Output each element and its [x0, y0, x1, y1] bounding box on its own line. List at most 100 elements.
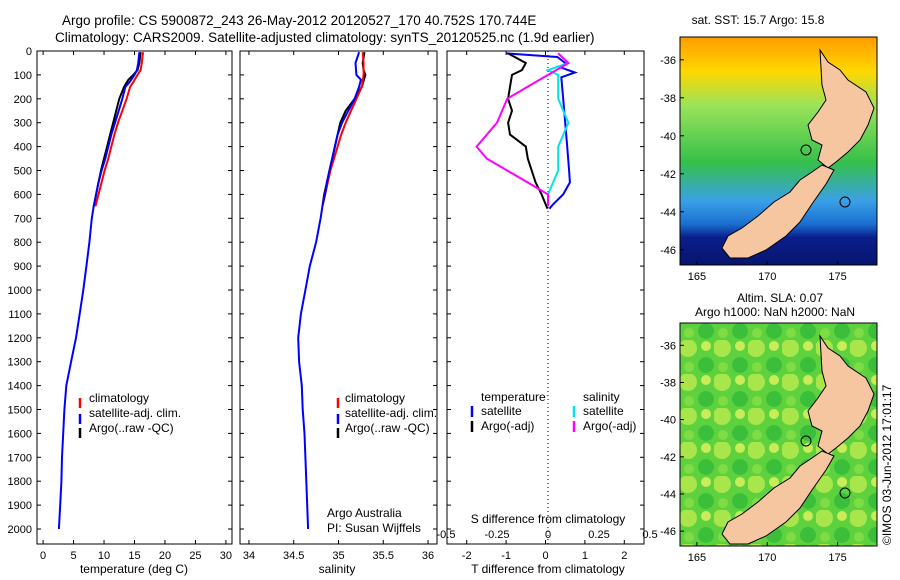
depth-tick-label: 0	[26, 46, 32, 58]
temperature-panel: 0100200300400500600700800900100011001200…	[8, 46, 233, 576]
legend-salinity-title: salinity	[583, 390, 620, 404]
lat-tick-label: -44	[660, 207, 676, 219]
t-difference-xlabel: T difference from climatology	[471, 562, 625, 576]
depth-tick-label: 1200	[8, 333, 32, 345]
depth-tick-label: 1700	[8, 452, 32, 464]
x-tick-label: 36	[422, 550, 434, 562]
sst-map-frame	[679, 36, 878, 266]
lat-tick-label: -36	[660, 340, 676, 352]
depth-tick-label: 100	[14, 70, 32, 82]
sla-map: Altim. SLA: 0.07 Argo h1000: NaN h2000: …	[660, 291, 878, 564]
lon-tick-label: 170	[758, 271, 776, 283]
series-line-satellite-adj-clim-	[297, 51, 363, 530]
south-island-landmass	[721, 450, 835, 545]
sst-map-ticks: 165 170 175 -36 -38 -40 -42 -44 -46	[660, 55, 847, 283]
depth-tick-label: 900	[14, 261, 32, 273]
s-diff-tick-label: 0	[545, 529, 551, 541]
annotation-line2: PI: Susan Wijffels	[327, 521, 421, 535]
difference-lines	[475, 52, 579, 210]
legend-satellite-label: satellite-adj. clim.	[345, 406, 437, 420]
depth-tick-label: 200	[14, 94, 32, 106]
sst-map: sat. SST: 15.7 Argo: 15.8 165 170 175 -36 -3…	[660, 13, 878, 283]
s-diff-tick-label: 0.25	[588, 529, 609, 541]
depth-tick-label: 2000	[8, 524, 32, 536]
south-island-landmass	[721, 164, 835, 259]
x-tick-label: 30	[220, 550, 232, 562]
sst-map-title: sat. SST: 15.7 Argo: 15.8	[692, 13, 825, 27]
depth-tick-label: 1000	[8, 285, 32, 297]
x-tick-label: 0	[40, 550, 46, 562]
x-tick-label: -2	[462, 550, 472, 562]
argo-position-marker	[800, 435, 812, 447]
s-diff-tick-label: -0.5	[437, 529, 456, 541]
sla-map-title: Altim. SLA: 0.07	[737, 291, 823, 305]
lat-tick-label: -38	[660, 377, 676, 389]
salinity-lines	[297, 51, 367, 530]
x-tick-label: 2	[621, 550, 627, 562]
depth-tick-label: 1900	[8, 500, 32, 512]
depth-tick-label: 600	[14, 189, 32, 201]
lat-tick-label: -36	[660, 55, 676, 67]
depth-tick-label: 700	[14, 213, 32, 225]
difference-legend: temperature satellite Argo(-adj) salinit…	[470, 390, 636, 433]
series-line-salinity-argo-adj-	[475, 52, 571, 207]
depth-tick-label: 400	[14, 142, 32, 154]
lat-tick-label: -40	[660, 415, 676, 427]
legend-sal-satellite-label: satellite	[583, 404, 624, 418]
x-tick-label: 25	[189, 550, 201, 562]
legend-argo-label: Argo(..raw -QC)	[89, 421, 174, 435]
salinity-x-axis: 34 34.5 35 35.5 36	[243, 51, 434, 562]
x-tick-label: 10	[98, 550, 110, 562]
x-tick-label: 34.5	[283, 550, 304, 562]
salinity-legend: climatology satellite-adj. clim. Argo(..…	[336, 391, 437, 438]
legend-temp-argo-label: Argo(-adj)	[481, 419, 534, 433]
legend-temp-satellite-label: satellite	[481, 404, 522, 418]
salinity-panel: 34 34.5 35 35.5 36 salinity climatology sate…	[239, 50, 438, 576]
reference-marker	[839, 487, 851, 499]
series-line-climatology	[94, 52, 144, 207]
x-tick-label: -1	[501, 550, 511, 562]
lon-tick-label: 165	[688, 552, 706, 564]
salinity-depth-ticks	[240, 50, 437, 530]
lat-tick-label: -38	[660, 93, 676, 105]
temperature-lines	[57, 52, 144, 530]
x-tick-label: 34	[243, 550, 255, 562]
x-tick-label: 1	[582, 550, 588, 562]
reference-marker	[839, 196, 851, 208]
salinity-xlabel: salinity	[319, 562, 356, 576]
s-diff-tick-label: 0.5	[642, 529, 657, 541]
legend-climatology-label: climatology	[345, 391, 405, 405]
imos-timestamp: ©IMOS 03-Jun-2012 17:01:17	[880, 384, 894, 545]
legend-temperature-title: temperature	[481, 390, 546, 404]
depth-tick-label: 300	[14, 118, 32, 130]
depth-tick-label: 1500	[8, 405, 32, 417]
sla-map-frame	[679, 322, 878, 547]
north-island-landmass	[807, 48, 875, 169]
lon-tick-label: 175	[828, 271, 846, 283]
legend-sal-argo-label: Argo(-adj)	[583, 419, 636, 433]
s-diff-tick-label: -0.25	[484, 529, 509, 541]
x-tick-label: 0	[542, 550, 548, 562]
temperature-xlabel: temperature (deg C)	[80, 562, 188, 576]
lat-tick-label: -42	[660, 452, 676, 464]
temperature-x-axis: 0 5 10 15 20 25 30	[40, 51, 232, 562]
north-island-landmass	[807, 334, 875, 455]
x-tick-label: 35	[332, 550, 344, 562]
lon-tick-label: 175	[828, 552, 846, 564]
lat-tick-label: -40	[660, 131, 676, 143]
lon-tick-label: 165	[688, 271, 706, 283]
depth-tick-label: 800	[14, 237, 32, 249]
depth-tick-label: 500	[14, 166, 32, 178]
depth-axis: 0 100 200 300 400 500 600 700 800 900 1000 1100 1200…	[8, 46, 232, 536]
annotation-line1: Argo Australia	[327, 506, 402, 520]
argo-position-marker	[800, 144, 812, 156]
x-tick-label: 20	[159, 550, 171, 562]
depth-tick-label: 1800	[8, 476, 32, 488]
difference-panel: -2 -1 0 1 2 -0.5 -0.25 0 0.25 0.5 T difference fr…	[437, 50, 658, 576]
lon-tick-label: 170	[758, 552, 776, 564]
x-tick-label: 35.5	[373, 550, 394, 562]
difference-x-axis: -2 -1 0 1 2 -0.5 -0.25 0 0.25 0.5	[437, 51, 658, 562]
depth-tick-label: 1400	[8, 381, 32, 393]
lat-tick-label: -46	[660, 526, 676, 538]
